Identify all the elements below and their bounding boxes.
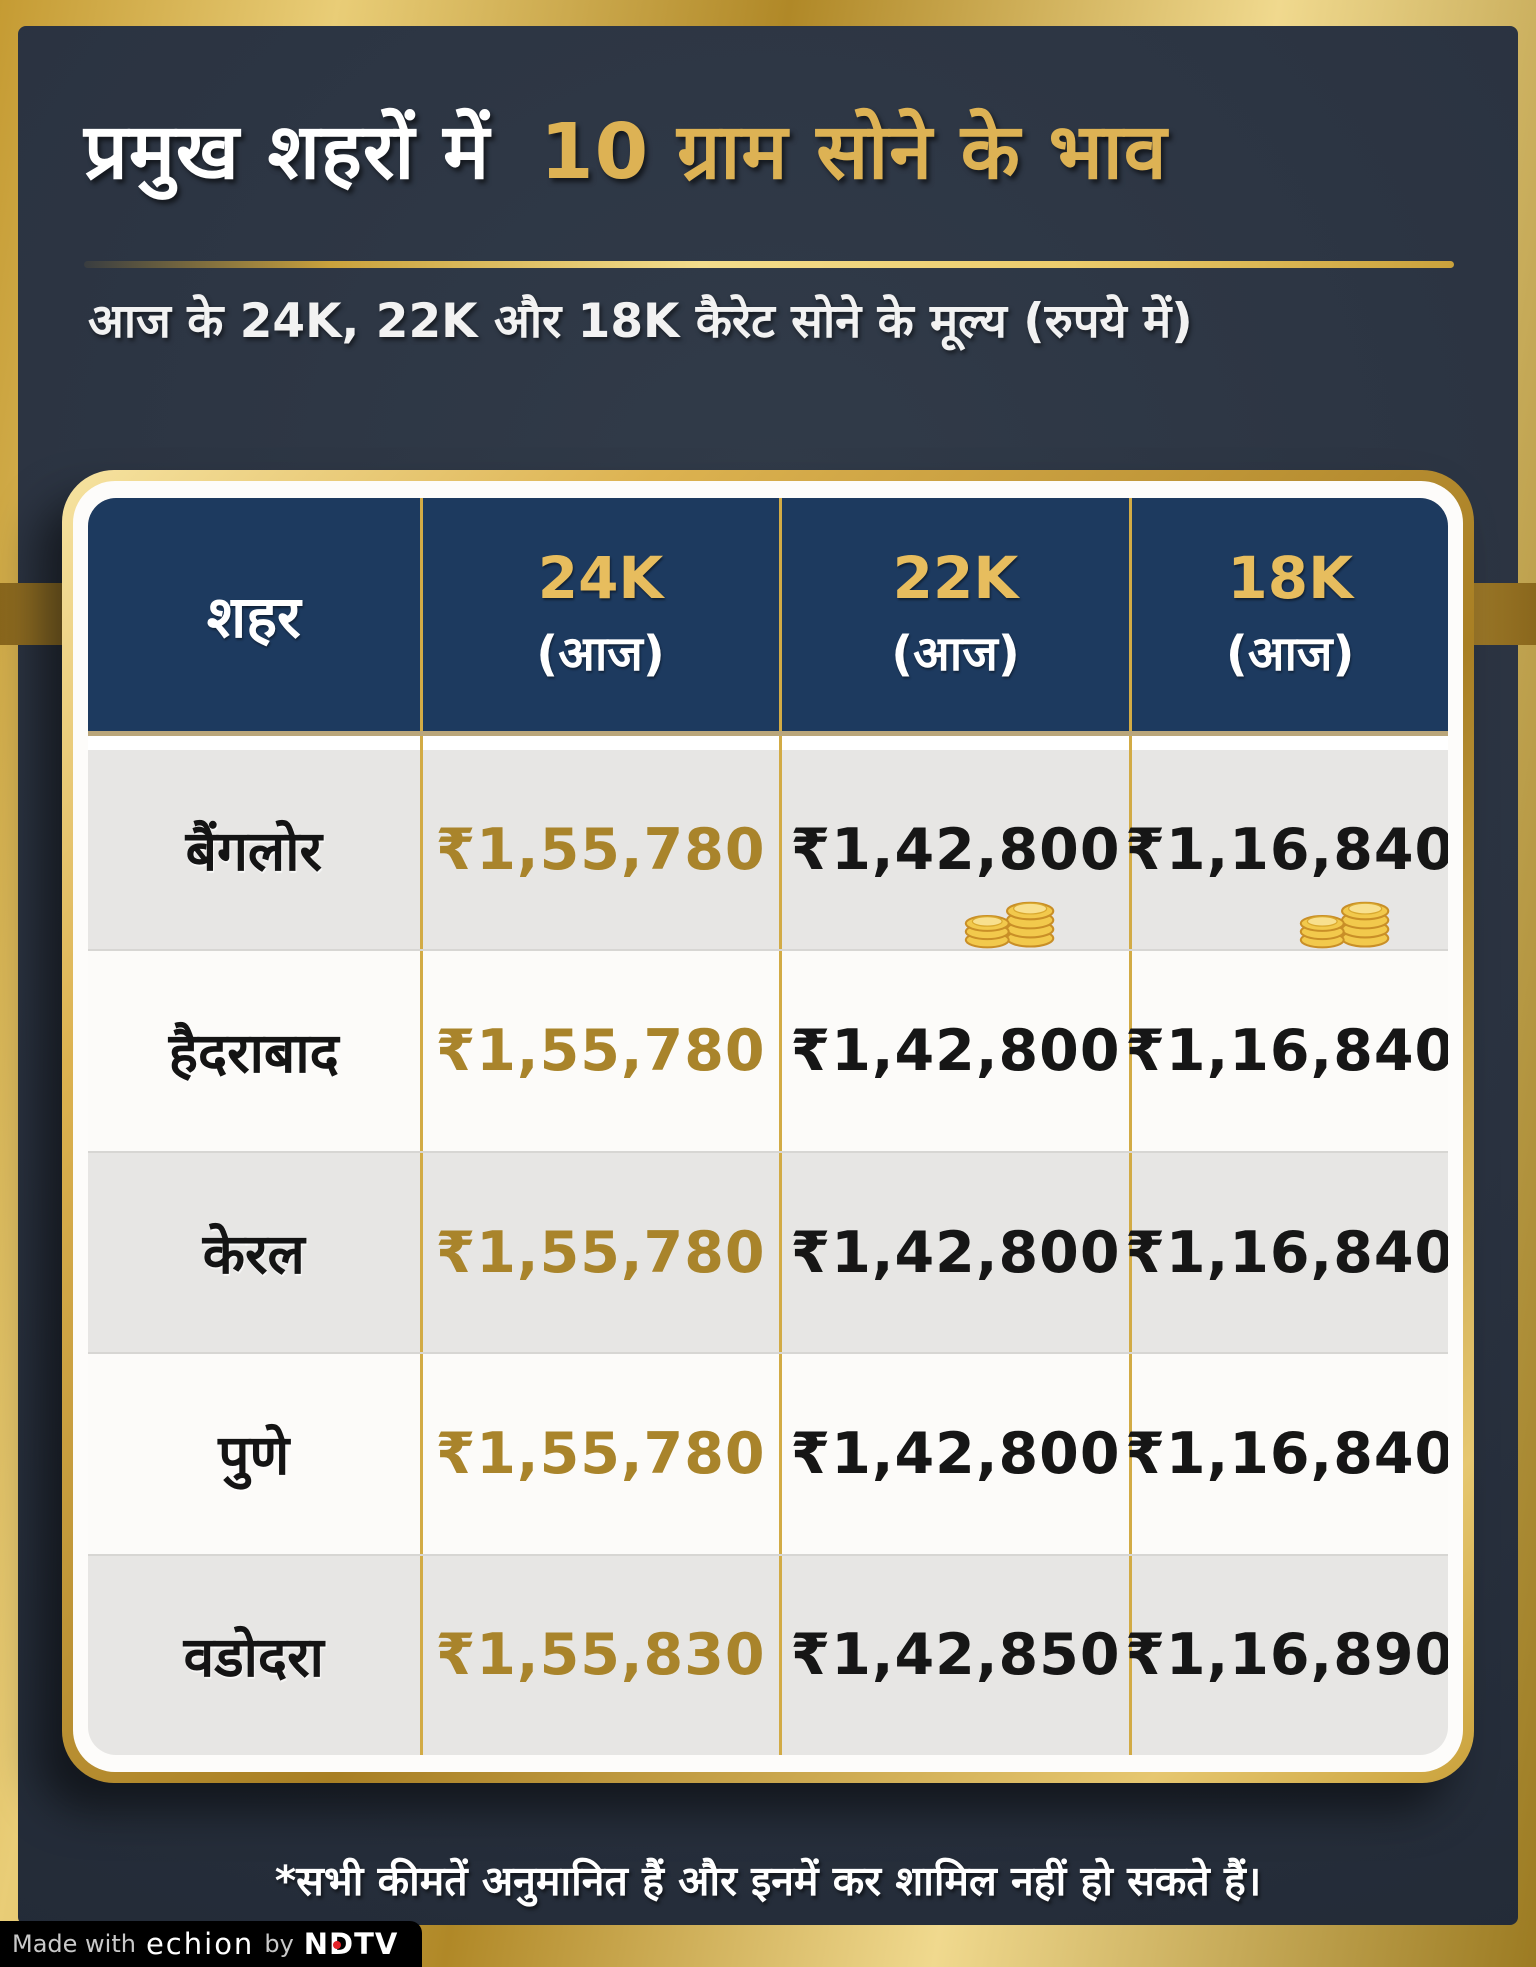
price-22k-cell: ₹1,42,800	[782, 750, 1133, 950]
city-name: पुणे	[218, 1423, 290, 1488]
price-18k: ₹1,16,840	[1125, 1219, 1448, 1286]
header-22k-sublabel: (आज)	[891, 626, 1020, 682]
city-cell: केरल	[88, 1152, 423, 1353]
price-24k: ₹1,55,780	[435, 1219, 766, 1286]
price-18k-cell: ₹1,16,840	[1125, 1354, 1448, 1553]
price-18k-cell: ₹1,16,840	[1125, 750, 1448, 949]
price-18k: ₹1,16,840	[1125, 1018, 1448, 1085]
price-24k: ₹1,55,780	[435, 1018, 766, 1085]
price-18k: ₹1,16,840	[1125, 816, 1448, 883]
page-subtitle: आज के 24K, 22K और 18K कैरेट सोने के मूल्…	[88, 294, 1193, 349]
header-cell-22k: 22K (आज)	[782, 498, 1133, 731]
header-spacer	[88, 736, 1448, 750]
header-cell-city: शहर	[88, 498, 423, 731]
header-24k-label: 24K	[537, 544, 664, 612]
price-24k-cell: ₹1,55,780	[423, 951, 782, 1151]
header-18k-label: 18K	[1227, 544, 1354, 612]
table-row: हैदराबाद ₹1,55,780 ₹1,42,800 ₹1,16,840	[88, 949, 1448, 1151]
page-title-white: प्रमुख शहरों में	[84, 108, 491, 197]
table-row: बैंगलोर ₹1,55,780 ₹1,42,800 ₹1,16,840	[88, 750, 1448, 950]
by-label: by	[264, 1930, 294, 1958]
price-24k: ₹1,55,780	[435, 816, 766, 883]
price-22k-cell: ₹1,42,800	[782, 1152, 1133, 1353]
disclaimer-text: *सभी कीमतें अनुमानित हैं और इनमें कर शाम…	[274, 1857, 1262, 1905]
price-22k-cell: ₹1,42,850	[782, 1555, 1133, 1755]
ndtv-logo: NDTV	[304, 1927, 399, 1961]
price-18k: ₹1,16,890	[1125, 1622, 1448, 1689]
table-header-row: शहर 24K (आज) 22K (आज) 18K (आज)	[88, 498, 1448, 736]
price-24k-cell: ₹1,55,830	[423, 1555, 782, 1755]
city-name: केरल	[202, 1222, 305, 1287]
ndtv-logo-text: NDTV	[303, 1927, 399, 1961]
city-cell: पुणे	[88, 1354, 423, 1554]
ndtv-logo-dot	[333, 1941, 342, 1950]
header-cell-18k: 18K (आज)	[1132, 498, 1448, 731]
city-cell: बैंगलोर	[88, 750, 423, 950]
price-22k-cell: ₹1,42,800	[782, 1354, 1133, 1554]
price-24k-cell: ₹1,55,780	[423, 750, 782, 950]
price-22k: ₹1,42,850	[790, 1622, 1121, 1689]
header-18k-sublabel: (आज)	[1225, 626, 1355, 682]
page-title-gold: 10 ग्राम सोने के भाव	[540, 108, 1168, 197]
header-24k-sublabel: (आज)	[536, 626, 665, 682]
card-white-border: शहर 24K (आज) 22K (आज) 18K (आज)	[73, 481, 1463, 1772]
header-cell-24k: 24K (आज)	[423, 498, 782, 731]
price-22k-cell: ₹1,42,800	[782, 951, 1133, 1151]
price-22k: ₹1,42,800	[790, 1018, 1121, 1085]
price-22k: ₹1,42,800	[790, 816, 1121, 883]
made-with-label: Made with	[12, 1930, 136, 1958]
echion-logo: echion	[145, 1927, 255, 1961]
gold-coins-icon	[965, 902, 1055, 949]
city-cell: हैदराबाद	[88, 951, 423, 1151]
city-name: बैंगलोर	[185, 819, 322, 884]
price-24k-cell: ₹1,55,780	[423, 1152, 782, 1353]
title-divider	[84, 261, 1454, 268]
price-18k: ₹1,16,840	[1125, 1420, 1448, 1487]
table-row: पुणे ₹1,55,780 ₹1,42,800 ₹1,16,840	[88, 1352, 1448, 1554]
price-22k: ₹1,42,800	[790, 1420, 1121, 1487]
branding-badge: Made with echion by NDTV	[0, 1921, 423, 1967]
price-18k-cell: ₹1,16,890	[1125, 1556, 1448, 1755]
price-18k-cell: ₹1,16,840	[1125, 951, 1448, 1150]
city-cell: वडोदरा	[88, 1555, 423, 1755]
header-city-label: शहर	[206, 583, 301, 651]
price-24k-cell: ₹1,55,780	[423, 1354, 782, 1554]
header-22k-label: 22K	[892, 544, 1019, 612]
table-row: केरल ₹1,55,780 ₹1,42,800 ₹1,16,840	[88, 1150, 1448, 1353]
table-body: बैंगलोर ₹1,55,780 ₹1,42,800 ₹1,16,840	[88, 750, 1448, 1755]
table-row: वडोदरा ₹1,55,830 ₹1,42,850 ₹1,16,890	[88, 1553, 1448, 1755]
gold-price-table-card: शहर 24K (आज) 22K (आज) 18K (आज)	[62, 470, 1474, 1783]
price-24k: ₹1,55,780	[435, 1420, 766, 1487]
city-name: वडोदरा	[183, 1624, 324, 1689]
gold-price-table: शहर 24K (आज) 22K (आज) 18K (आज)	[88, 498, 1448, 1755]
price-22k: ₹1,42,800	[790, 1219, 1121, 1286]
price-18k-cell: ₹1,16,840	[1125, 1153, 1448, 1352]
city-name: हैदराबाद	[168, 1020, 339, 1085]
page-title: प्रमुख शहरों में 10 ग्राम सोने के भाव	[84, 96, 1168, 201]
price-24k: ₹1,55,830	[435, 1622, 766, 1689]
gold-coins-icon	[1299, 902, 1389, 949]
